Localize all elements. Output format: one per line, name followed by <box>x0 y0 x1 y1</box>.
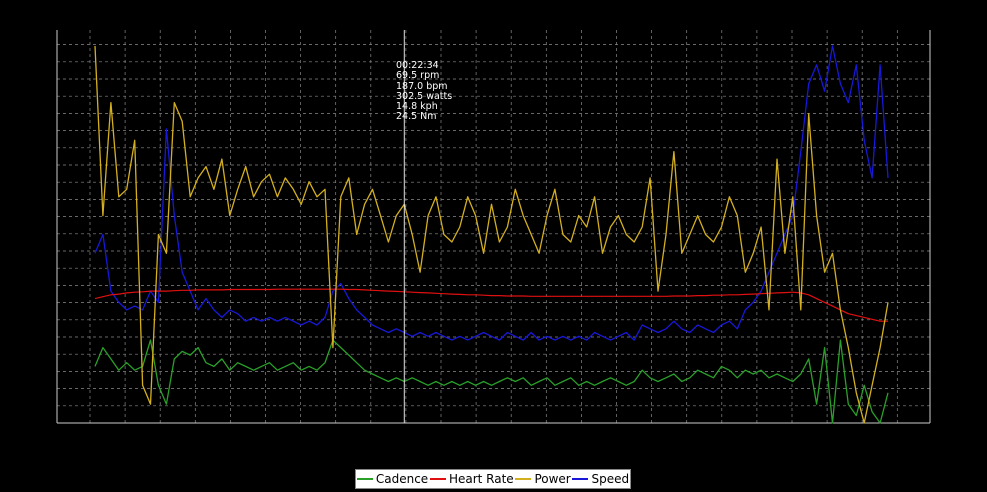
series-line-speed <box>94 45 889 341</box>
legend-item-cadence[interactable]: Cadence <box>356 472 429 486</box>
legend-item-power[interactable]: Power <box>515 472 571 486</box>
tooltip-speed: 14.8 kph <box>396 101 438 113</box>
tooltip-cadence: 69.5 rpm <box>396 70 440 82</box>
legend-swatch-cadence <box>356 478 373 480</box>
legend-label-heart-rate: Heart Rate <box>448 472 514 486</box>
hover-tooltip: 00:22:34 69.5 rpm 187.0 bpm 302.5 watts … <box>396 60 453 123</box>
legend-label-speed: Speed <box>591 472 630 486</box>
series-line-heart-rate <box>94 288 888 322</box>
tooltip-time: 00:22:34 <box>396 60 439 71</box>
legend-swatch-heart-rate <box>429 478 446 480</box>
series-line-cadence <box>94 339 889 424</box>
tooltip-torque: 24.5 Nm <box>396 111 437 123</box>
tooltip-heart-rate: 187.0 bpm <box>396 80 448 92</box>
series-line-power <box>94 45 889 424</box>
series-lines <box>94 45 889 424</box>
axes <box>56 30 931 424</box>
legend-swatch-power <box>515 478 532 480</box>
legend-swatch-speed <box>572 478 589 480</box>
grid-lines <box>57 30 930 424</box>
legend-label-power: Power <box>534 472 571 486</box>
chart-legend: Cadence Heart Rate Power Speed <box>355 469 631 489</box>
legend-item-heart-rate[interactable]: Heart Rate <box>429 472 514 486</box>
legend-item-speed[interactable]: Speed <box>572 472 629 486</box>
legend-label-cadence: Cadence <box>375 472 429 486</box>
tooltip-power: 302.5 watts <box>396 90 453 102</box>
